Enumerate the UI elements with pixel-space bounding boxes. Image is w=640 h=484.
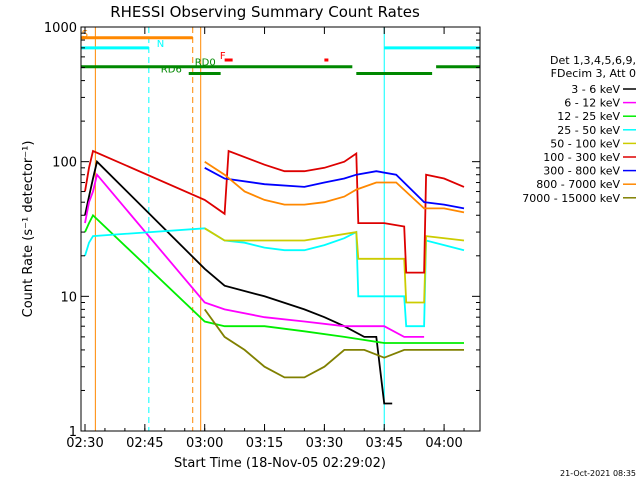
legend-entry-1: 6 - 12 keV: [564, 97, 620, 110]
flag-label-2: F: [220, 51, 226, 62]
y-tick-label-3: 1000: [44, 21, 77, 36]
plot-content: S N F RD0 RD6: [81, 27, 481, 431]
legend-entry-7: 800 - 7000 keV: [536, 178, 620, 191]
series-line-0: [84, 159, 393, 405]
flag-label-4: RD6: [161, 64, 182, 75]
x-tick-label-4: 03:30: [306, 436, 343, 451]
x-tick-label-2: 03:00: [186, 436, 223, 451]
legend-entry-8: 7000 - 15000 keV: [522, 192, 620, 205]
legend-entry-3: 25 - 50 keV: [557, 124, 620, 137]
series-line-2: [84, 213, 464, 344]
series-line-5: [84, 149, 465, 274]
series-line-1: [84, 172, 425, 338]
legend-header-1: FDecim 3, Att 0: [551, 67, 636, 80]
y-tick-label-0: 1: [69, 425, 77, 440]
series-line-4: [204, 227, 465, 304]
x-tick-label-0: 02:30: [66, 436, 103, 451]
y-tick-label-1: 10: [60, 290, 77, 305]
flag-label-3: RD0: [195, 58, 216, 69]
legend-entry-6: 300 - 800 keV: [543, 165, 620, 178]
flag-label-1: N: [157, 39, 164, 50]
series-line-8: [203, 308, 464, 379]
x-axis-label: Start Time (18-Nov-05 02:29:02): [174, 456, 386, 471]
legend-entry-5: 100 - 300 keV: [543, 151, 620, 164]
x-tick-label-5: 03:45: [366, 436, 403, 451]
x-tick-label-1: 02:45: [126, 436, 163, 451]
x-tick-label-6: 04:00: [425, 436, 462, 451]
legend-header-0: Det 1,3,4,5,6,9,: [550, 54, 636, 67]
y-axis-label: Count Rate (s⁻¹ detector⁻¹): [21, 141, 36, 318]
legend-entry-2: 12 - 25 keV: [557, 110, 620, 123]
plot-frame: [80, 26, 481, 432]
y-tick-label-2: 100: [52, 156, 77, 171]
legend-entry-4: 50 - 100 keV: [550, 137, 620, 150]
legend: Det 1,3,4,5,6,9,FDecim 3, Att 0 3 - 6 keV…: [522, 54, 636, 205]
series-line-6: [204, 167, 465, 210]
series-line-7: [204, 160, 465, 214]
legend-entry-0: 3 - 6 keV: [571, 83, 620, 96]
footer-timestamp: 21-Oct-2021 08:35: [560, 469, 636, 478]
axes: 02:30 02:45 03:00 03:15 03:30 03:45 04:00 1 10 10…: [44, 21, 480, 451]
chart-title: RHESSI Observing Summary Count Rates: [110, 3, 420, 21]
flag-label-0: S: [82, 29, 88, 40]
x-tick-label-3: 03:15: [246, 436, 283, 451]
